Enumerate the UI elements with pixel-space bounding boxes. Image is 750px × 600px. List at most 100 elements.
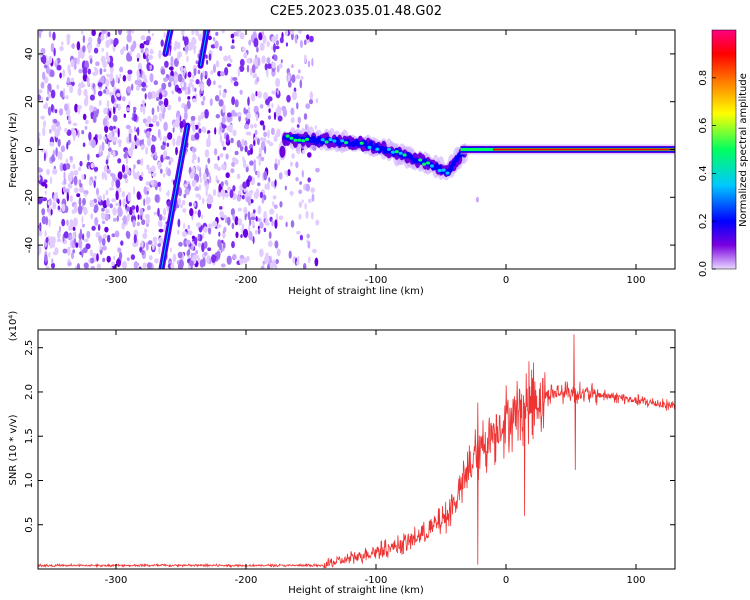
noise-speckle: [177, 251, 183, 259]
noise-speckle: [297, 69, 301, 74]
noise-speckle: [213, 63, 216, 73]
noise-speckle: [158, 186, 162, 193]
noise-speckle: [158, 237, 164, 245]
noise-speckle: [136, 191, 141, 200]
noise-speckle: [69, 84, 74, 94]
noise-speckle: [106, 99, 110, 109]
noise-speckle: [50, 236, 55, 243]
noise-speckle: [286, 94, 291, 103]
noise-speckle: [226, 181, 229, 187]
noise-speckle: [105, 159, 109, 165]
track-peak: [320, 138, 325, 142]
noise-speckle: [50, 243, 56, 248]
noise-speckle: [298, 201, 302, 208]
noise-speckle: [262, 124, 266, 131]
spectrogram-y-ticks: -40 -20 0 20 40: [24, 48, 675, 253]
noise-speckle: [140, 35, 146, 41]
noise-speckle: [219, 89, 222, 97]
noise-speckle: [252, 236, 255, 245]
noise-speckle: [161, 82, 167, 91]
signal-streak-core: [164, 30, 172, 55]
noise-speckle: [113, 105, 116, 115]
noise-speckle: [108, 147, 112, 152]
snr-x-tick-label: -100: [365, 575, 388, 586]
noise-speckle: [219, 211, 225, 218]
noise-speckle: [131, 140, 136, 151]
noise-speckle: [219, 206, 223, 210]
noise-speckle: [237, 67, 240, 77]
snr-x-tick-label: -300: [105, 575, 128, 586]
noise-speckle: [132, 219, 136, 228]
noise-speckle: [101, 237, 106, 246]
noise-speckle: [256, 46, 259, 53]
noise-speckle: [151, 107, 155, 116]
noise-speckle: [243, 206, 248, 215]
noise-speckle: [128, 128, 133, 134]
noise-speckle: [207, 157, 211, 164]
noise-speckle: [179, 121, 184, 129]
noise-speckle: [141, 219, 146, 226]
noise-speckle: [141, 171, 144, 178]
noise-speckle: [50, 156, 56, 162]
noise-speckle: [147, 205, 151, 211]
noise-speckle: [241, 46, 246, 52]
noise-speckle: [247, 106, 251, 114]
noise-speckle: [246, 58, 251, 64]
noise-speckle: [70, 77, 75, 83]
noise-speckle: [274, 240, 279, 249]
noise-speckle: [232, 214, 236, 221]
noise-speckle: [152, 243, 155, 251]
noise-speckle: [202, 70, 206, 78]
noise-speckle: [229, 189, 234, 199]
noise-speckle: [109, 61, 114, 68]
noise-speckle: [165, 156, 170, 160]
noise-speckle: [242, 159, 247, 169]
noise-speckle: [135, 204, 139, 213]
noise-speckle: [259, 251, 263, 258]
noise-speckle: [43, 120, 46, 128]
noise-speckle: [143, 74, 147, 84]
noise-speckle: [302, 149, 306, 154]
noise-speckle: [154, 258, 159, 264]
noise-speckle: [133, 113, 138, 122]
noise-speckle: [263, 227, 267, 233]
noise-speckle: [295, 161, 299, 169]
noise-speckle: [209, 258, 212, 265]
noise-speckle: [208, 223, 213, 229]
noise-speckle: [278, 172, 283, 180]
noise-speckle: [239, 258, 244, 265]
noise-speckle: [230, 208, 235, 216]
noise-speckle: [231, 39, 235, 44]
noise-speckle: [176, 87, 182, 92]
noise-speckle: [49, 129, 52, 134]
noise-speckle: [112, 150, 116, 158]
noise-speckle: [195, 249, 199, 255]
noise-speckle: [192, 84, 195, 92]
noise-speckle: [88, 36, 93, 44]
noise-speckle: [202, 172, 207, 182]
noise-speckle: [63, 87, 66, 98]
noise-speckle: [108, 110, 112, 119]
noise-speckle: [253, 123, 257, 128]
noise-speckle: [65, 95, 69, 100]
colorbar-label: Normalized spectral amplitude: [738, 73, 749, 227]
noise-speckle: [108, 152, 111, 158]
snr-x-ticks: -300 -200 -100 0 100: [105, 330, 646, 586]
noise-speckle: [177, 41, 181, 50]
noise-speckle: [38, 132, 41, 138]
noise-speckle: [203, 251, 208, 256]
noise-speckle: [241, 138, 245, 147]
noise-speckle: [139, 207, 144, 218]
noise-speckle: [97, 82, 103, 87]
noise-speckle: [66, 219, 69, 226]
noise-speckle: [99, 245, 102, 251]
noise-speckle: [273, 43, 276, 53]
noise-speckle: [109, 125, 114, 131]
noise-speckle: [208, 226, 212, 235]
noise-speckle: [257, 91, 263, 99]
noise-speckle: [234, 150, 239, 156]
noise-speckle: [248, 39, 252, 46]
colorbar: 0.0 0.2 0.4 0.6 0.8 Normalized spectral ampl…: [698, 29, 749, 277]
noise-speckle: [224, 67, 229, 76]
noise-speckle: [314, 125, 317, 130]
